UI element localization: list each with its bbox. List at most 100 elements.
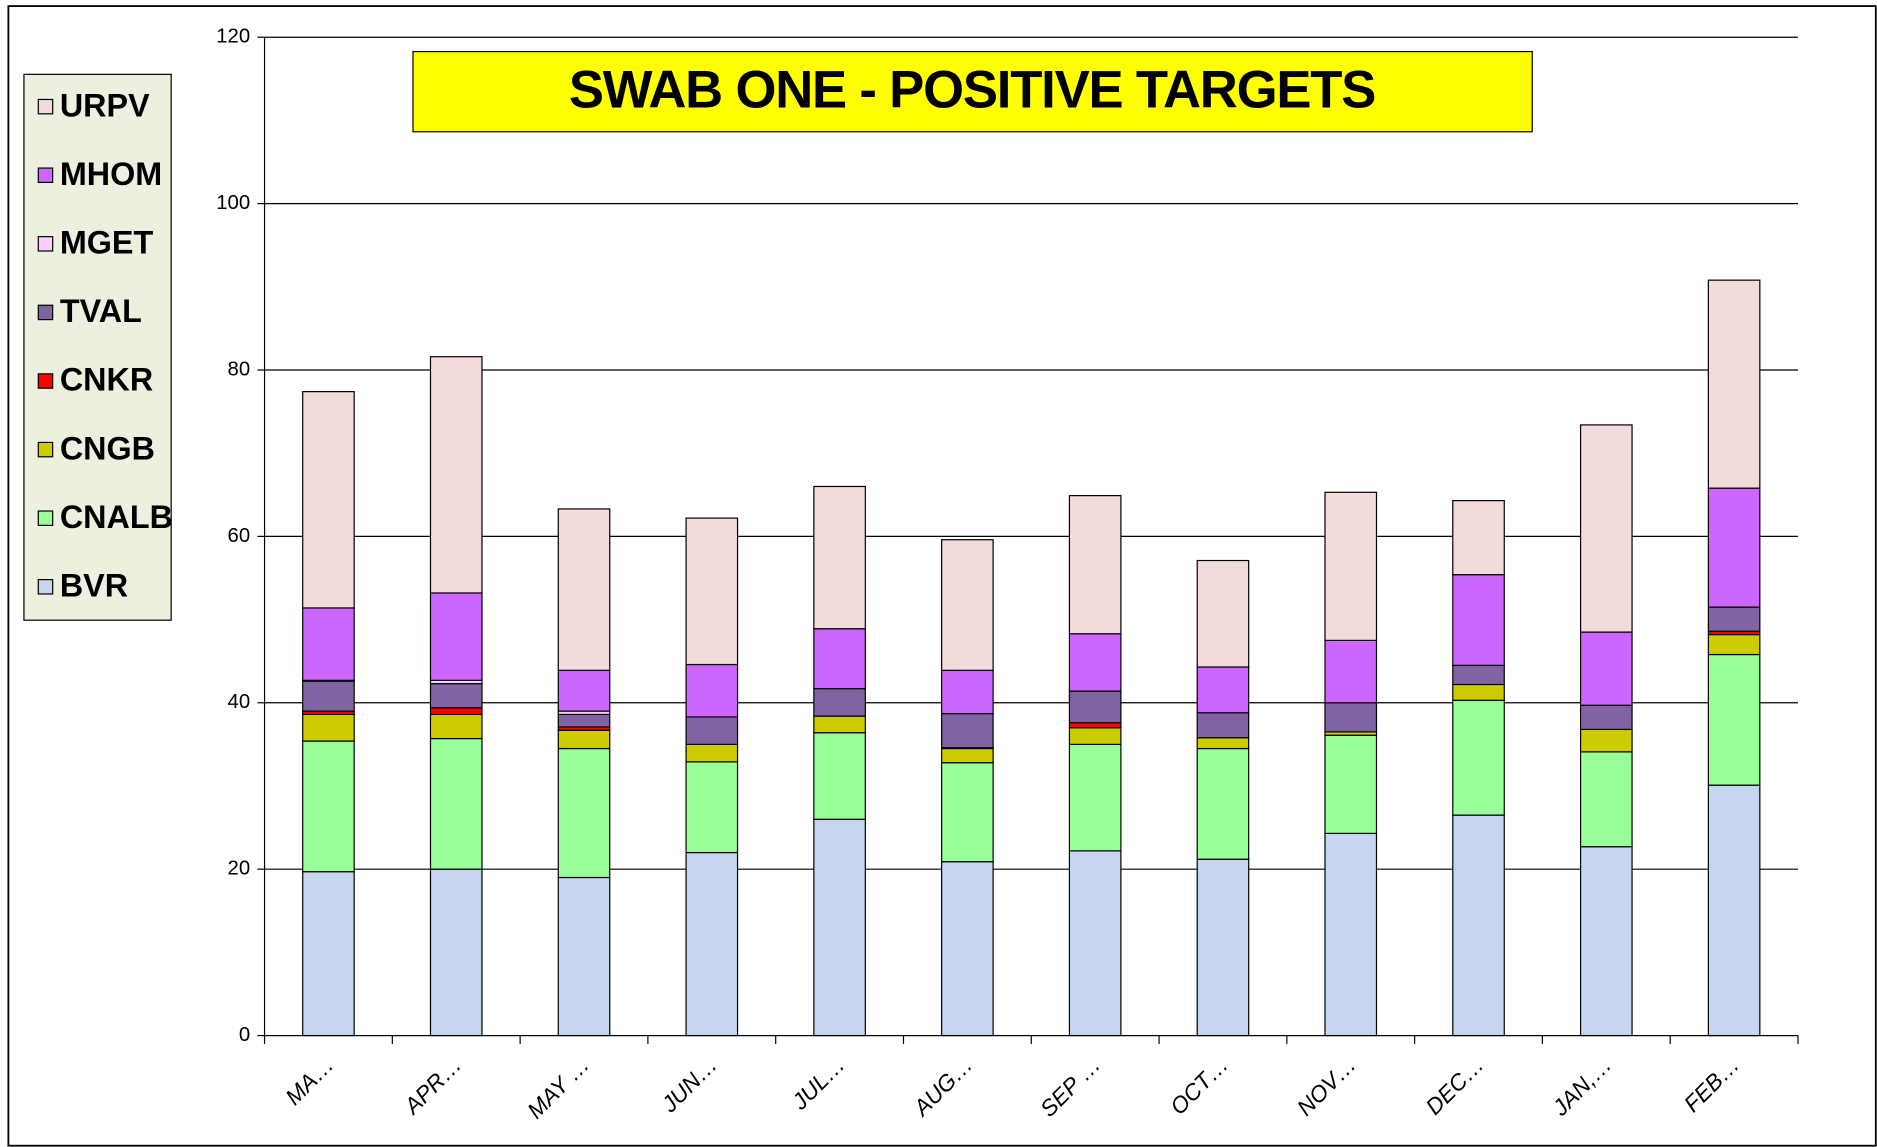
bar-segment: [557, 713, 611, 728]
bar-segment: [1196, 858, 1250, 1037]
y-tick-label: 0: [239, 1024, 250, 1046]
bar-segment: [1196, 737, 1250, 750]
bar-segment: [685, 743, 739, 763]
bar-segment: [1579, 751, 1633, 848]
bar-segment: [557, 669, 611, 712]
bar-segment: [557, 508, 611, 671]
chart-title: SWAB ONE - POSITIVE TARGETS: [569, 60, 1375, 119]
y-tick-label: 60: [228, 525, 251, 547]
legend-label: CNGB: [60, 430, 155, 466]
bar-segment: [1707, 653, 1761, 786]
bar-segment: [685, 716, 739, 745]
bar-segment: [302, 607, 355, 681]
bar-segment: [813, 732, 866, 820]
bar-segment: [1452, 574, 1505, 666]
legend-label: BVR: [60, 568, 128, 604]
y-tick-label: 80: [228, 358, 251, 380]
bar-segment: [1452, 664, 1505, 686]
title-box: [412, 50, 1533, 133]
bar-segment: [941, 713, 994, 749]
legend-swatch: [37, 304, 54, 321]
bar-segment: [429, 356, 483, 594]
bar-segment: [557, 876, 611, 1037]
bar-segment: [1452, 500, 1505, 576]
bar-segment: [1324, 702, 1378, 733]
bar-segment: [1707, 633, 1761, 656]
bar-segment: [1068, 690, 1122, 724]
bar-segment: [1196, 712, 1250, 739]
bar-segment: [1068, 743, 1122, 852]
bar-segment: [941, 539, 994, 671]
legend-swatch: [37, 373, 54, 389]
bar-segment: [1324, 491, 1378, 641]
bar-segment: [685, 851, 739, 1037]
bar-segment: [557, 729, 611, 750]
bar-segment: [1452, 699, 1505, 816]
bars: [302, 279, 1761, 1037]
legend-swatch: [37, 98, 54, 115]
bar-segment: [941, 762, 994, 863]
legend-label: TVAL: [60, 293, 142, 329]
legend-swatch: [37, 441, 54, 458]
legend-label: CNALB: [60, 499, 173, 535]
bar-segment: [1196, 559, 1250, 668]
bar-segment: [941, 747, 994, 764]
legend-swatch: [37, 167, 54, 184]
bar-segment: [429, 737, 483, 870]
bar-segment: [1068, 495, 1122, 635]
legend-label: MGET: [60, 225, 154, 261]
bar-segment: [1452, 814, 1505, 1037]
bar-segment: [1068, 722, 1122, 729]
bar-segment: [1579, 846, 1633, 1037]
bar-segment: [302, 391, 355, 609]
legend-label: CNKR: [60, 362, 153, 398]
bar-segment: [1579, 704, 1633, 731]
bar-segment: [302, 713, 355, 742]
bar-segment: [302, 680, 355, 712]
bar-segment: [1707, 784, 1761, 1037]
bar-segment: [429, 683, 483, 709]
bar-segment: [685, 663, 739, 718]
bar-segment: [429, 592, 483, 681]
bar-segment: [813, 715, 866, 734]
bar-segment: [685, 517, 739, 666]
bar-segment: [1707, 279, 1761, 489]
bar-segment: [685, 761, 739, 854]
bar-segment: [429, 713, 483, 740]
legend-swatch: [37, 510, 54, 526]
bar-segment: [302, 740, 355, 873]
bar-segment: [1068, 633, 1122, 692]
bar-segment: [813, 628, 866, 690]
y-tick-label: 100: [216, 192, 250, 214]
bar-segment: [1579, 424, 1633, 633]
bar-segment: [813, 688, 866, 717]
bar-segment: [813, 818, 866, 1037]
bar-segment: [1452, 683, 1505, 701]
bar-segment: [1068, 850, 1122, 1037]
y-tick-label: 120: [216, 26, 250, 48]
y-tick-label: 40: [228, 691, 251, 713]
bar-segment: [302, 871, 355, 1037]
y-tick-label: 20: [228, 858, 251, 880]
bar-segment: [1324, 639, 1378, 704]
legend-label: MHOM: [60, 156, 162, 192]
bar-segment: [1068, 727, 1122, 745]
legend-swatch: [37, 236, 54, 252]
bar-segment: [1324, 734, 1378, 834]
bar-segment: [429, 707, 483, 716]
bar-segment: [1196, 666, 1250, 714]
legend-box: [23, 73, 172, 621]
bar-segment: [941, 669, 994, 715]
legend-swatch: [37, 579, 54, 595]
bar-segment: [1324, 832, 1378, 1037]
bar-segment: [941, 861, 994, 1037]
bar-segment: [1707, 606, 1761, 632]
bar-segment: [1579, 728, 1633, 753]
bar-segment: [1579, 631, 1633, 706]
bar-segment: [1196, 747, 1250, 860]
legend: BVR CNALB CNGB CNKR TVAL MGET MHOM URPV: [37, 87, 173, 604]
bar-segment: [1707, 487, 1761, 608]
bar-segment: [557, 747, 611, 879]
bar-segment: [813, 485, 866, 630]
